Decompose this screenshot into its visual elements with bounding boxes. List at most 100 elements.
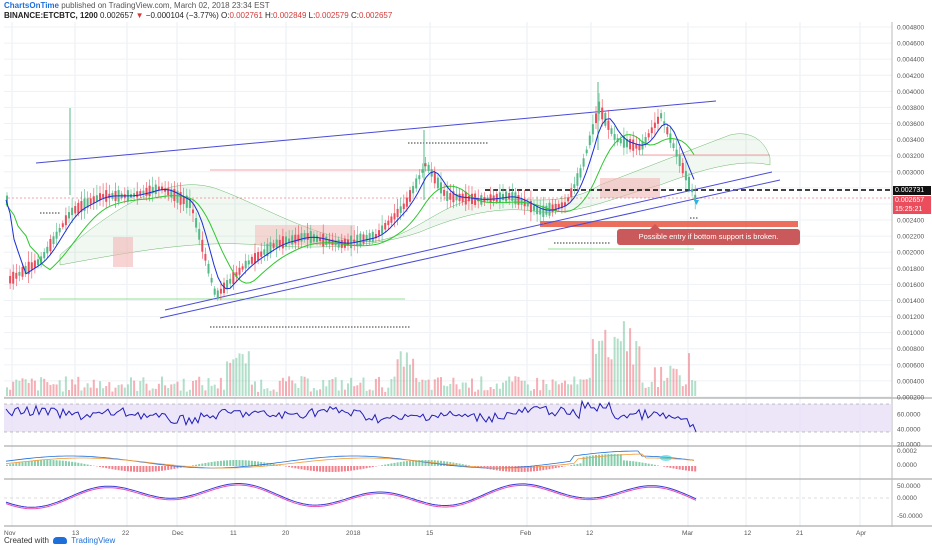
volume-bar: [371, 390, 374, 396]
volume-bar: [582, 379, 585, 396]
price-tick-label: 0.002000: [897, 250, 924, 257]
candle-body: [55, 231, 58, 239]
volume-bar: [111, 391, 114, 396]
volume-bar: [486, 390, 489, 396]
price-tick-label: 0.000200: [897, 395, 924, 402]
candle-body: [161, 186, 163, 191]
volume-bar: [6, 387, 8, 396]
ema-slow-line: [5, 134, 695, 284]
macd-histogram-bar: [201, 463, 204, 466]
volume-bar: [588, 377, 591, 396]
candle-body: [331, 239, 334, 245]
macd-histogram-bar: [334, 466, 337, 472]
candle-body: [449, 192, 452, 200]
macd-histogram-bar: [619, 454, 622, 466]
volume-bar: [495, 383, 498, 396]
macd-histogram-bar: [145, 466, 148, 472]
macd-histogram-bar: [418, 460, 421, 466]
candle-body: [412, 186, 415, 194]
volume-bar: [21, 378, 24, 396]
volume-bar: [154, 388, 157, 396]
volume-bar: [681, 386, 684, 396]
time-tick-label: 2018: [346, 530, 361, 537]
volume-bar: [443, 385, 446, 396]
candle-body: [83, 198, 86, 211]
macd-histogram-bar: [650, 464, 653, 466]
macd-histogram-bar: [195, 464, 198, 466]
candle-body: [80, 201, 83, 212]
volume-bar: [136, 391, 139, 396]
volume-bar: [9, 389, 12, 396]
volume-bar: [300, 376, 303, 396]
volume-bar: [46, 382, 49, 396]
candle-body: [266, 243, 269, 257]
candle-body: [263, 249, 266, 255]
volume-bar: [520, 380, 523, 396]
macd-histogram-bar: [235, 460, 238, 466]
volume-bar: [216, 388, 219, 396]
publisher-brand[interactable]: ChartsOnTime: [4, 1, 59, 10]
candle-body: [418, 175, 421, 180]
volume-bar: [374, 378, 377, 396]
volume-bar: [548, 389, 551, 396]
macd-histogram-bar: [622, 460, 625, 466]
volume-bar: [285, 381, 287, 396]
macd-histogram-bar: [526, 466, 529, 472]
price-change: −0.000104 (−3.77%): [145, 11, 219, 20]
candle-body: [554, 203, 557, 211]
time-tick-label: 12: [744, 530, 752, 537]
candle-body: [588, 135, 591, 146]
candle-body: [359, 233, 362, 246]
macd-histogram-bar: [37, 460, 39, 466]
volume-bar: [409, 364, 411, 396]
candle-body: [99, 193, 101, 200]
macd-histogram-bar: [111, 466, 114, 470]
volume-bar: [595, 353, 597, 396]
upper-channel-line: [35, 100, 717, 164]
macd-histogram-bar: [136, 466, 139, 472]
candle-body: [167, 188, 170, 196]
signal-arrow-icon: [694, 200, 699, 205]
volume-bar: [675, 369, 678, 396]
candle-body: [461, 193, 464, 202]
macd-histogram-bar: [579, 463, 582, 466]
volume-bar: [576, 384, 579, 396]
volume-bar: [421, 379, 424, 396]
volume-bar: [24, 379, 27, 396]
price-tick-label: 0.003400: [897, 137, 924, 144]
macd-histogram-bar: [319, 466, 322, 472]
candle-body: [455, 193, 458, 201]
candle-body: [157, 186, 160, 191]
open-value: 0.002761: [229, 11, 263, 20]
volume-bar: [102, 388, 105, 396]
volume-bar: [480, 376, 483, 396]
last-price-badge: 0.002657: [893, 196, 931, 205]
macd-histogram-bar: [204, 462, 207, 466]
macd-histogram-bar: [291, 466, 294, 468]
candle-body: [508, 193, 511, 200]
macd-histogram-bar: [170, 466, 173, 470]
volume-bar: [616, 338, 619, 396]
volume-bar: [207, 378, 210, 396]
candle-body: [635, 143, 638, 149]
candle-body: [353, 239, 356, 243]
candle-body: [672, 143, 675, 148]
candle-body: [622, 136, 625, 148]
candle-body: [666, 127, 669, 135]
volume-bar: [505, 380, 508, 396]
macd-histogram-bar: [6, 464, 8, 466]
candle-body: [312, 234, 315, 242]
candle-body: [657, 116, 659, 124]
footer-brand[interactable]: TradingView: [71, 536, 116, 545]
volume-bar: [508, 376, 511, 396]
countdown-badge: 15:25:21: [893, 205, 931, 214]
trade-annotation[interactable]: Possible entry if bottom support is brok…: [617, 229, 800, 245]
volume-bar: [365, 390, 368, 396]
macd-histogram-bar: [381, 465, 384, 466]
macd-histogram-bar: [467, 465, 470, 466]
volume-bar: [117, 384, 120, 396]
candle-body: [250, 256, 253, 264]
candle-body: [328, 239, 331, 244]
candle-body: [579, 168, 582, 178]
